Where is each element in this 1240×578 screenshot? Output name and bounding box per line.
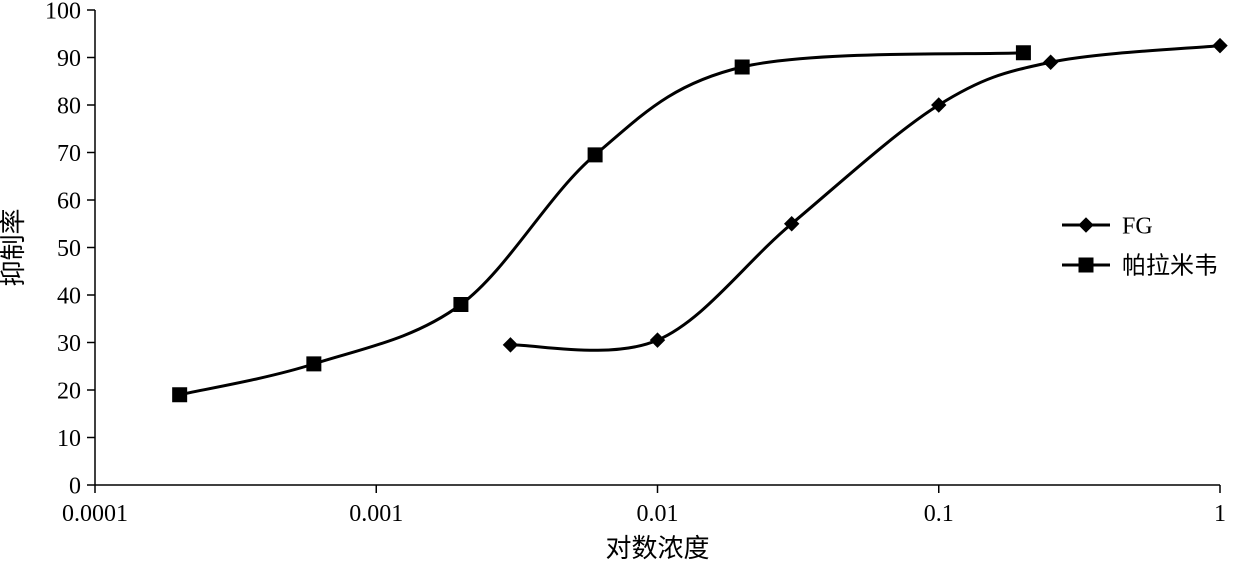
x-tick-label: 0.01: [637, 501, 679, 527]
y-tick-label: 0: [69, 473, 81, 499]
y-tick-label: 50: [57, 236, 81, 262]
series-1-point-1: [307, 357, 321, 371]
legend-marker-1: [1079, 258, 1093, 272]
x-tick-label: 0.001: [349, 501, 403, 527]
y-tick-label: 100: [45, 0, 81, 24]
chart-background: [0, 0, 1240, 578]
chart-container: 0.00010.0010.010.11010203040506070809010…: [0, 0, 1240, 578]
y-axis-title: 抑制率: [0, 208, 28, 286]
x-tick-label: 0.1: [924, 501, 954, 527]
series-1-point-2: [454, 298, 468, 312]
dose-response-chart: 0.00010.0010.010.11010203040506070809010…: [0, 0, 1240, 578]
series-1-point-3: [588, 148, 602, 162]
series-1-point-5: [1016, 46, 1030, 60]
y-tick-label: 80: [57, 93, 81, 119]
x-tick-label: 0.0001: [62, 501, 128, 527]
y-tick-label: 40: [57, 283, 81, 309]
y-tick-label: 20: [57, 378, 81, 404]
y-tick-label: 10: [57, 426, 81, 452]
y-tick-label: 30: [57, 331, 81, 357]
series-1-point-0: [173, 388, 187, 402]
x-tick-label: 1: [1214, 501, 1226, 527]
legend-label-0: FG: [1122, 213, 1153, 239]
y-tick-label: 90: [57, 46, 81, 72]
y-tick-label: 70: [57, 141, 81, 167]
x-axis-title: 对数浓度: [605, 534, 709, 563]
series-1-point-4: [735, 60, 749, 74]
y-tick-label: 60: [57, 188, 81, 214]
legend-label-1: 帕拉米韦: [1122, 252, 1218, 279]
